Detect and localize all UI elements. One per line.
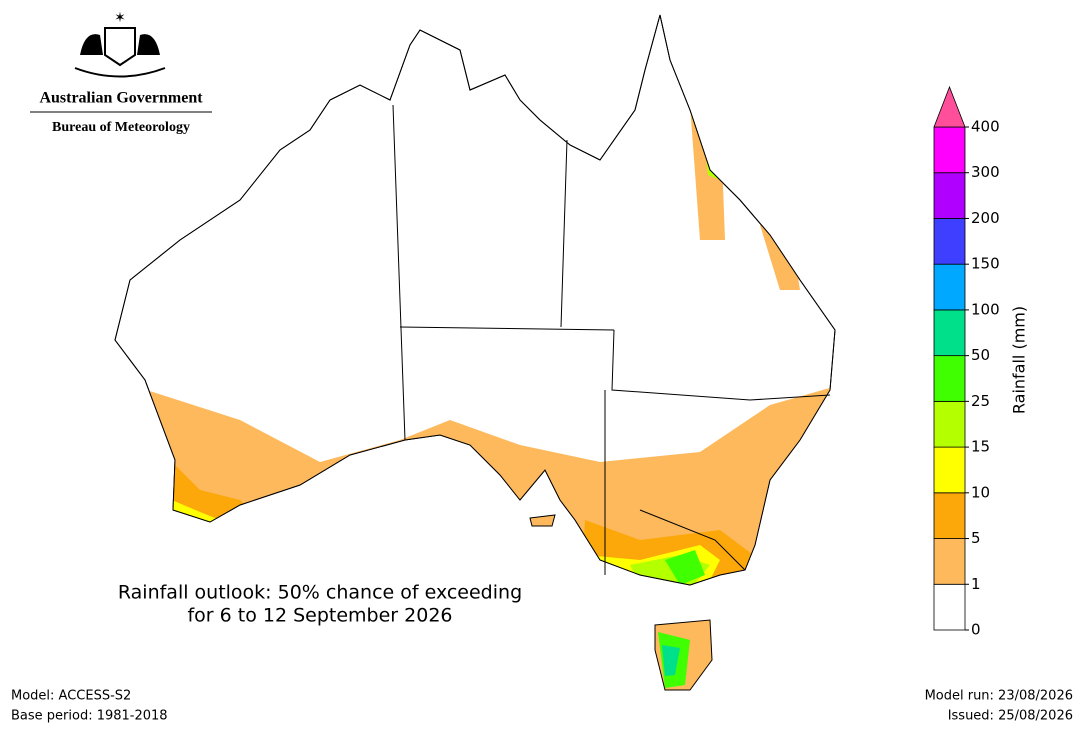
footer-text: Model run: 23/08/2026 <box>925 689 1073 704</box>
colorbar-bin <box>933 400 966 448</box>
footer-text: Model: ACCESS-S2 <box>11 689 131 704</box>
agency-name: Bureau of Meteorology <box>52 120 190 135</box>
title-line: Rainfall outlook: 50% chance of exceedin… <box>118 582 522 604</box>
colorbar-tick-label: 100 <box>971 300 1000 318</box>
colorbar-bin <box>933 263 966 311</box>
colorbar-bin <box>933 172 966 219</box>
colorbar-bin <box>933 126 966 174</box>
colorbar-bin <box>933 492 966 539</box>
colorbar-tick-label: 300 <box>971 163 1000 181</box>
colorbar-tick-label: 25 <box>971 392 990 410</box>
colorbar-bin <box>933 355 966 402</box>
colorbar-tick-label: 10 <box>971 483 990 501</box>
colorbar-tick-label: 400 <box>971 118 1000 136</box>
colorbar-over <box>933 85 966 128</box>
footer-text: Base period: 1981-2018 <box>11 709 168 724</box>
government-name: Australian Government <box>39 90 203 107</box>
colorbar-bin <box>933 218 966 265</box>
colorbar-bin <box>933 538 966 585</box>
colorbar-tick-label: 200 <box>971 209 1000 227</box>
colorbar-tick-label: 50 <box>971 346 990 364</box>
colorbar-bin <box>933 309 966 357</box>
footer-text: Issued: 25/08/2026 <box>948 709 1073 724</box>
colorbar-bin <box>933 583 966 631</box>
legend-title: Rainfall (mm) <box>1010 306 1029 414</box>
colorbar-tick-label: 0 <box>971 621 981 639</box>
logo: ✶ Australian Government Bureau of Meteor… <box>30 10 212 135</box>
colorbar-tick-label: 5 <box>971 529 981 547</box>
colorbar-tick-label: 15 <box>971 438 990 456</box>
svg-text:✶: ✶ <box>114 10 126 26</box>
colorbar-bin <box>933 446 966 494</box>
colorbar-tick-label: 1 <box>971 575 981 593</box>
colorbar-tick-label: 150 <box>971 255 1000 273</box>
title-line: for 6 to 12 September 2026 <box>187 605 452 627</box>
